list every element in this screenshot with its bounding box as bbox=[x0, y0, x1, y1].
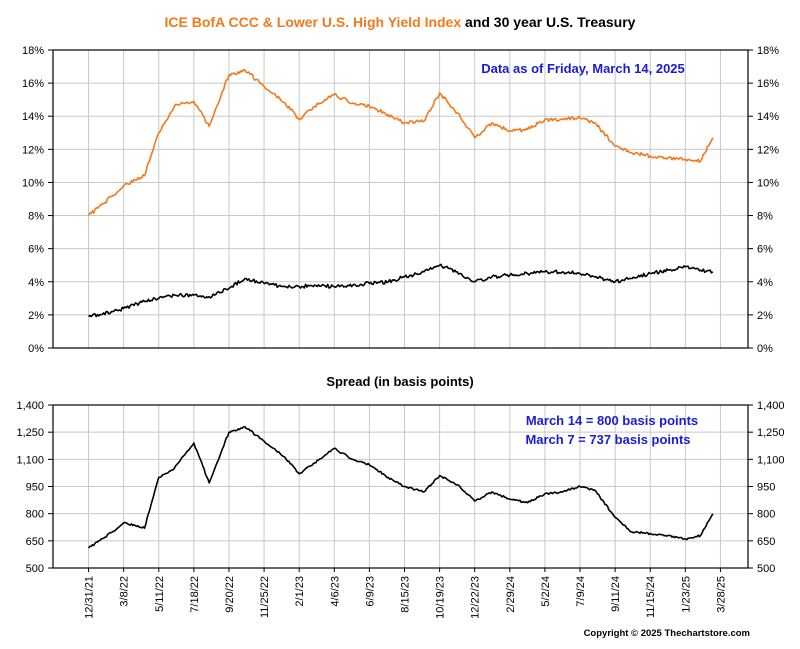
y-tick-label-right: 8% bbox=[757, 211, 773, 223]
y-tick-label-left: 500 bbox=[26, 563, 44, 575]
y-tick-label-left: 800 bbox=[26, 509, 44, 521]
y-tick-label-right: 10% bbox=[757, 177, 779, 189]
y-tick-label-right: 650 bbox=[757, 536, 775, 548]
series-line-0 bbox=[87, 425, 714, 549]
annotation-march-7: March 7 = 737 basis points bbox=[525, 432, 690, 447]
x-tick-label: 1/23/25 bbox=[680, 576, 692, 613]
plot-frame bbox=[52, 49, 749, 349]
annotation-march-14: March 14 = 800 basis points bbox=[526, 413, 698, 428]
y-tick-label-left: 950 bbox=[26, 482, 44, 494]
y-tick-label-right: 12% bbox=[757, 144, 779, 156]
y-tick-label-right: 6% bbox=[757, 244, 773, 256]
x-tick-label: 2/1/23 bbox=[294, 576, 306, 607]
y-tick-label-right: 950 bbox=[757, 482, 775, 494]
x-tick-label: 12/31/21 bbox=[84, 576, 96, 619]
y-tick-label-left: 0% bbox=[28, 343, 44, 355]
y-tick-label-right: 4% bbox=[757, 277, 773, 289]
y-tick-label-left: 1,100 bbox=[16, 454, 44, 466]
title-orange-part: ICE BofA CCC & Lower U.S. High Yield Ind… bbox=[164, 14, 462, 30]
y-tick-label-left: 1,250 bbox=[16, 427, 44, 439]
y-tick-label-left: 16% bbox=[22, 78, 44, 90]
y-tick-label-right: 2% bbox=[757, 310, 773, 322]
y-tick-label-left: 4% bbox=[28, 277, 44, 289]
series-line-0 bbox=[87, 68, 714, 216]
plot-frame bbox=[52, 404, 749, 569]
x-tick-label: 2/29/24 bbox=[505, 576, 517, 613]
y-tick-label-left: 1,400 bbox=[16, 400, 44, 412]
x-tick-label: 9/11/24 bbox=[610, 576, 622, 612]
y-tick-label-right: 1,250 bbox=[757, 427, 785, 439]
x-tick-label: 11/25/22 bbox=[259, 576, 271, 618]
y-tick-label-right: 18% bbox=[757, 45, 779, 57]
y-tick-label-left: 10% bbox=[22, 177, 44, 189]
x-tick-label: 10/19/23 bbox=[435, 576, 447, 619]
y-tick-label-right: 14% bbox=[757, 111, 779, 123]
annotation-data-as-of: Data as of Friday, March 14, 2025 bbox=[481, 61, 685, 76]
y-tick-label-left: 650 bbox=[26, 536, 44, 548]
y-tick-label-right: 1,400 bbox=[757, 400, 785, 412]
x-tick-label: 3/8/22 bbox=[119, 576, 131, 607]
x-tick-label: 11/15/24 bbox=[645, 576, 657, 618]
y-tick-label-left: 8% bbox=[28, 211, 44, 223]
x-tick-label: 12/22/23 bbox=[470, 576, 482, 619]
y-tick-label-right: 1,100 bbox=[757, 454, 785, 466]
chart-title: ICE BofA CCC & Lower U.S. High Yield Ind… bbox=[0, 14, 800, 30]
panel-1: 500 500 650 650 800 800 950 950 1,100 1,100 1,250 1… bbox=[16, 374, 784, 619]
x-tick-label: 6/9/23 bbox=[364, 576, 376, 607]
y-tick-label-left: 12% bbox=[22, 144, 44, 156]
y-tick-label-right: 16% bbox=[757, 78, 779, 90]
y-tick-label-left: 6% bbox=[28, 244, 44, 256]
y-tick-label-left: 14% bbox=[22, 111, 44, 123]
series-line-1 bbox=[88, 263, 714, 318]
copyright-text: Copyright © 2025 Thechartstore.com bbox=[583, 628, 750, 639]
y-tick-label-right: 500 bbox=[757, 563, 775, 575]
y-tick-label-right: 800 bbox=[757, 509, 775, 521]
x-tick-label: 9/20/22 bbox=[224, 576, 236, 613]
y-tick-label-left: 18% bbox=[22, 45, 44, 57]
x-tick-label: 3/28/25 bbox=[715, 576, 727, 613]
x-tick-label: 5/2/24 bbox=[540, 576, 552, 607]
x-tick-label: 7/9/24 bbox=[575, 576, 587, 607]
x-tick-label: 8/15/23 bbox=[400, 576, 412, 613]
y-tick-label-right: 0% bbox=[757, 343, 773, 355]
y-tick-label-left: 2% bbox=[28, 310, 44, 322]
x-tick-label: 5/11/22 bbox=[154, 576, 166, 612]
x-tick-label: 4/6/23 bbox=[329, 576, 341, 607]
title-black-part: and 30 year U.S. Treasury bbox=[465, 14, 636, 30]
spread-panel-title: Spread (in basis points) bbox=[326, 374, 473, 389]
x-tick-label: 7/18/22 bbox=[189, 576, 201, 613]
panel-0: 0% 0% 2% 2% 4% 4% 6% 6% 8% 8% 10% 10% 12% 12% 14% 14% 16… bbox=[22, 45, 779, 355]
